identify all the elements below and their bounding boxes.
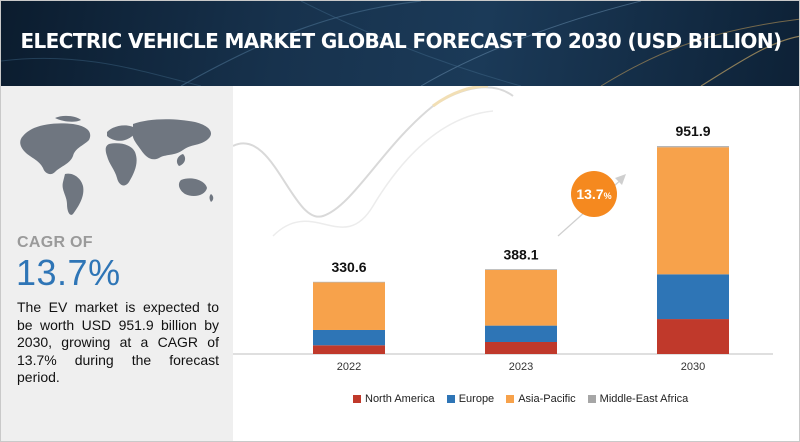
stacked-bar-chart: 330.6 2022 388.1 2023 951.9 2030 13.7%	[233, 86, 773, 373]
bar-2022-north-america	[313, 345, 385, 354]
decorative-curve	[233, 86, 514, 218]
cagr-badge-text: 13.7%	[576, 186, 611, 202]
world-map-icon	[20, 115, 214, 215]
bar-2030-asia-pacific	[657, 147, 729, 275]
chart-area: 330.6 2022 388.1 2023 951.9 2030 13.7%	[233, 86, 799, 441]
trend-arrow-head	[615, 174, 626, 185]
legend-swatch-north-america	[353, 395, 361, 403]
legend-swatch-middle-east-africa	[587, 395, 596, 403]
cagr-badge-circle	[571, 171, 617, 217]
bar-2023-north-america	[485, 341, 557, 354]
total-label-2022: 330.6	[331, 259, 366, 275]
legend-label-middle-east-africa: Middle-East Africa	[599, 393, 689, 405]
legend-item-europe: Europe	[446, 393, 495, 405]
decorative-curve-secondary	[272, 110, 494, 237]
legend-item-middle-east-africa: Middle-East Africa	[587, 393, 689, 405]
legend-item-north-america: North America	[353, 393, 435, 405]
chart-legend: North America Europe Asia-Pacific Middle-Ea…	[353, 391, 700, 407]
bar-2023-europe	[485, 325, 557, 342]
x-tick-label-2030: 2030	[681, 361, 705, 373]
bar-2030-europe	[657, 274, 729, 320]
bars-group: 330.6 2022 388.1 2023 951.9 2030	[313, 123, 729, 373]
legend-item-asia-pacific: Asia-Pacific	[506, 393, 576, 405]
chart-title: ELECTRIC VEHICLE MARKET GLOBAL FORECAST …	[20, 29, 782, 53]
title-banner: ELECTRIC VEHICLE MARKET GLOBAL FORECAST …	[1, 1, 799, 86]
cagr-badge: 13.7%	[571, 171, 617, 217]
bar-2022-europe	[313, 329, 385, 346]
bar-2023-asia-pacific	[485, 269, 557, 326]
total-label-2030: 951.9	[675, 123, 710, 139]
total-label-2023: 388.1	[503, 246, 538, 262]
banner-light-trails	[1, 1, 799, 86]
cagr-badge-unit: %	[604, 191, 612, 201]
x-tick-label-2022: 2022	[337, 361, 361, 373]
cagr-badge-number: 13.7	[576, 186, 603, 202]
legend-label-europe: Europe	[458, 393, 495, 405]
summary-panel: CAGR OF 13.7% The EV market is expected …	[1, 86, 233, 441]
bar-2022-middle-east-africa	[313, 281, 385, 283]
legend-swatch-asia-pacific	[506, 395, 515, 403]
legend-swatch-europe	[446, 395, 455, 403]
decorative-curve-gold	[432, 86, 489, 108]
bar-2030-middle-east-africa	[657, 146, 729, 148]
x-tick-label-2023: 2023	[509, 361, 533, 373]
bar-2030-north-america	[657, 319, 729, 354]
legend-label-north-america: North America	[365, 393, 435, 405]
cagr-label: CAGR OF	[17, 234, 93, 251]
bar-2022-asia-pacific	[313, 282, 385, 330]
legend-label-asia-pacific: Asia-Pacific	[518, 393, 576, 405]
market-description: The EV market is expected to be worth US…	[17, 299, 219, 385]
bar-2023-middle-east-africa	[485, 269, 557, 270]
cagr-value: 13.7%	[16, 252, 121, 293]
